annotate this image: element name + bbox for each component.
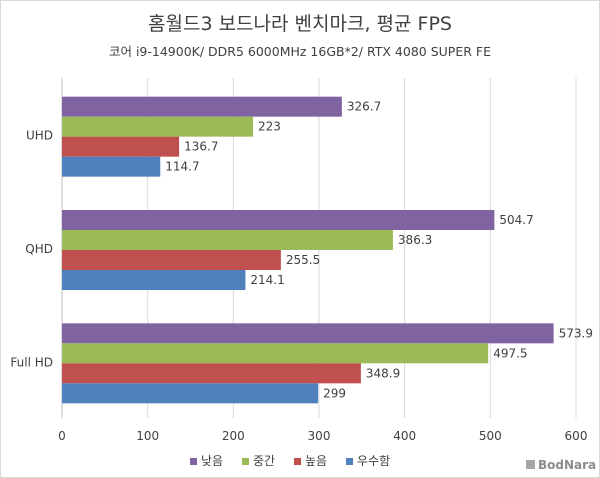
category-labels: UHD QHD Full HD xyxy=(10,129,53,370)
data-label: 223 xyxy=(258,120,281,134)
logo-mark xyxy=(526,460,535,469)
x-tick-label: 0 xyxy=(58,429,66,443)
bar xyxy=(62,96,342,117)
legend-swatch xyxy=(346,458,353,465)
bar xyxy=(62,136,180,157)
bars xyxy=(62,96,554,404)
x-tick-label: 600 xyxy=(565,429,588,443)
data-label: 386.3 xyxy=(398,233,432,247)
data-label: 326.7 xyxy=(347,100,381,114)
chart-title: 홈월드3 보드나라 벤치마크, 평균 FPS xyxy=(148,13,452,35)
category-label: UHD xyxy=(26,129,53,143)
x-tick-label: 400 xyxy=(393,429,416,443)
data-label: 136.7 xyxy=(184,140,218,154)
legend-swatch xyxy=(190,458,197,465)
bar xyxy=(62,383,319,404)
legend: 낮음 중간 높음 우수함 xyxy=(190,454,390,468)
x-tick-label: 100 xyxy=(136,429,159,443)
bar xyxy=(62,363,361,384)
x-tick-label: 500 xyxy=(479,429,502,443)
data-label: 214.1 xyxy=(250,273,284,287)
legend-item: 높음 xyxy=(305,454,327,468)
data-label: 299 xyxy=(323,386,346,400)
bar xyxy=(62,210,495,230)
data-label: 573.9 xyxy=(559,326,593,340)
x-tick-labels: 0 100 200 300 400 500 600 xyxy=(58,429,587,443)
bar xyxy=(62,116,254,137)
bar xyxy=(62,270,246,290)
bar xyxy=(62,230,393,250)
bar xyxy=(62,323,554,344)
legend-item: 중간 xyxy=(253,454,275,468)
chart-subtitle: 코어 i9-14900K/ DDR5 6000MHz 16GB*2/ RTX 4… xyxy=(109,44,491,59)
bar xyxy=(62,343,489,364)
category-label: Full HD xyxy=(10,355,53,369)
legend-item: 낮음 xyxy=(201,454,223,468)
data-label: 348.9 xyxy=(366,366,400,380)
legend-swatch xyxy=(242,458,249,465)
bar xyxy=(62,250,281,270)
category-label: QHD xyxy=(25,242,53,256)
legend-swatch xyxy=(294,458,301,465)
bodnara-logo: BodNara xyxy=(526,458,596,472)
watermark-text: BodNara xyxy=(538,458,596,472)
x-tick-label: 300 xyxy=(308,429,331,443)
bar xyxy=(62,156,161,177)
x-tick-label: 200 xyxy=(222,429,245,443)
data-label: 504.7 xyxy=(499,213,533,227)
data-label: 497.5 xyxy=(493,346,527,360)
data-label: 255.5 xyxy=(286,253,320,267)
data-label: 114.7 xyxy=(165,160,199,174)
legend-item: 우수함 xyxy=(357,454,390,468)
